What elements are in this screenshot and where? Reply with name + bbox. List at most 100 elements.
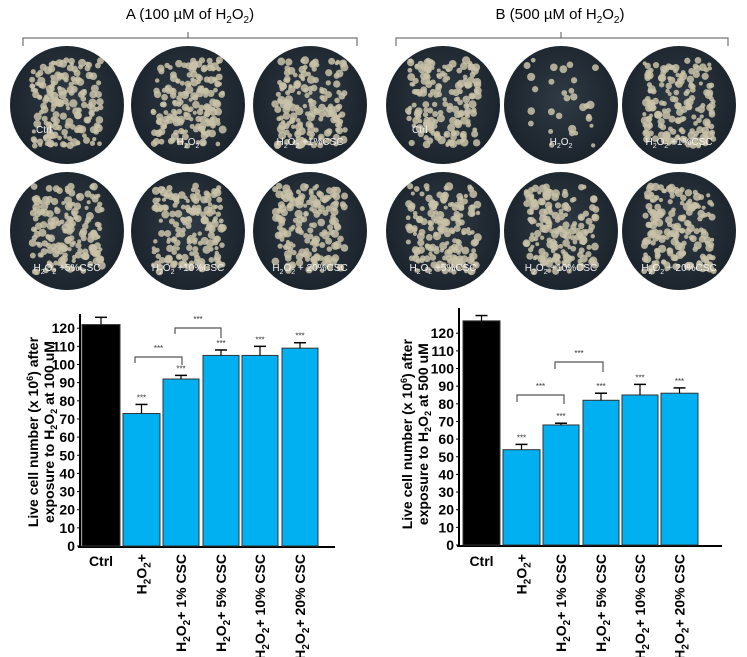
significance-marker: *** [596, 382, 605, 391]
y-tick-label: 10 [438, 519, 454, 535]
y-tick-label: 110 [431, 343, 454, 359]
plate-a-2: H2O2 [131, 46, 245, 164]
y-tick-label: 40 [59, 465, 75, 481]
comparison-bracket [516, 394, 565, 404]
plate-label: H2O2 +1%CSC [645, 137, 713, 150]
plate-b-1: Ctrl [386, 46, 500, 164]
significance-marker: *** [675, 377, 684, 386]
bracket-significance: *** [574, 349, 583, 358]
comparison-bracket [554, 361, 604, 372]
significance-marker: *** [635, 373, 644, 382]
y-tick-label: 50 [59, 447, 75, 463]
y-tick-label: 20 [59, 502, 75, 518]
svg-text:Live cell number (x 106) after: Live cell number (x 106) after [399, 339, 415, 530]
comparison-bracket [134, 356, 183, 365]
y-tick-label: 90 [438, 378, 454, 394]
y-tick-label: 70 [59, 411, 75, 427]
significance-marker: *** [517, 433, 526, 442]
colonies [271, 56, 349, 150]
colonies [29, 57, 104, 150]
colonies [150, 56, 227, 149]
colonies [522, 183, 600, 276]
y-tick-label: 90 [59, 375, 75, 391]
y-tick-label: 80 [438, 396, 454, 412]
y-tick-label: 30 [438, 484, 454, 500]
panel-brackets [22, 32, 729, 46]
x-tick-label: Ctrl [469, 553, 493, 569]
bar-treatment [162, 378, 200, 547]
plate-a-1: Ctrl [10, 46, 124, 164]
svg-text:Live cell number (x 106) after: Live cell number (x 106) after [25, 336, 41, 527]
colonies [150, 182, 227, 276]
colonies [523, 57, 599, 148]
colonies [404, 56, 482, 149]
x-tick-label: Ctrl [89, 553, 113, 569]
y-tick-label: 80 [59, 393, 75, 409]
svg-text:exposure to H2O2 at 500 uM: exposure to H2O2 at 500 uM [415, 343, 433, 525]
plate-b-4: H2O2 +5%CSC [386, 172, 500, 290]
y-tick-label: 10 [59, 520, 75, 536]
plate-a-5: H2O2 +10%CSC [131, 172, 245, 290]
plate-b-5: H2O2 +10%CSC [504, 172, 618, 290]
plate-a-4: H2O2 +5%CSC [10, 172, 124, 290]
bar-treatment [582, 399, 620, 546]
y-tick-label: 40 [438, 466, 454, 482]
x-tick-label: H2O2+ 5% CSC [213, 554, 233, 652]
x-tick-label: H2O2+ 1% CSC [173, 554, 193, 652]
significance-marker: *** [176, 364, 185, 373]
bar-treatment [122, 413, 161, 547]
plate-label: H2O2 +5%CSC [409, 263, 477, 276]
y-tick-label: 100 [52, 357, 76, 373]
plate-a-6: H2O2 + 20%CSC [253, 172, 367, 290]
y-tick-label: 20 [438, 502, 454, 518]
bracket-significance: *** [193, 315, 202, 324]
bar-treatment [542, 424, 580, 546]
x-tick-label: H2O2+ 1% CSC [553, 554, 573, 652]
colonies [28, 182, 106, 276]
bar-treatment [241, 354, 279, 547]
x-tick-label: H2O2+ 10% CSC [632, 554, 652, 657]
x-tick-label: H2O2+ 20% CSC [672, 554, 692, 657]
colonies [640, 57, 717, 149]
y-tick-label: 70 [438, 413, 454, 429]
panel-b-title: B (500 µM of H2O2) [495, 6, 625, 26]
x-tick-label: H2O2+ 20% CSC [292, 554, 312, 657]
x-tick-label: H2O2+ 5% CSC [593, 554, 613, 652]
bar-treatment [660, 392, 699, 546]
y-tick-label: 0 [67, 538, 75, 554]
y-tick-label: 0 [446, 537, 454, 553]
y-tick-label: 60 [59, 429, 75, 445]
bracket-significance: *** [154, 344, 163, 353]
colonies [405, 182, 482, 276]
plate-label: H2O2 [549, 137, 573, 150]
y-tick-label: 100 [431, 361, 455, 377]
plate-label: H2O2 + 20%CSC [641, 263, 717, 276]
colonies [640, 182, 717, 275]
x-tick-label: H2O2+ [514, 554, 534, 594]
bar-treatment [621, 394, 659, 546]
significance-marker: *** [255, 335, 264, 344]
plate-label: Ctrl [412, 125, 428, 136]
plate-a-3: H2O2 +1%CSC [253, 46, 367, 164]
y-tick-label: 110 [52, 338, 75, 354]
bar-ctrl [462, 320, 501, 546]
colonies [271, 182, 349, 274]
plate-label: H2O2 +10%CSC [151, 263, 225, 276]
svg-text:exposure to H2O2 at 100 uM: exposure to H2O2 at 100 uM [41, 341, 59, 523]
y-tick-label: 30 [59, 484, 75, 500]
plate-label: H2O2 +5%CSC [33, 263, 101, 276]
plate-label: H2O2 +10%CSC [524, 263, 598, 276]
bracket-significance: *** [536, 382, 545, 391]
significance-marker: *** [216, 339, 225, 348]
y-tick-label: 50 [438, 449, 454, 465]
bar-treatment [202, 354, 240, 547]
plate-label: H2O2 + 20%CSC [272, 263, 348, 276]
x-tick-label: H2O2+ [134, 554, 154, 594]
plate-b-6: H2O2 + 20%CSC [622, 172, 736, 290]
plate-b-2: H2O2 [504, 46, 618, 164]
significance-marker: *** [556, 412, 565, 421]
